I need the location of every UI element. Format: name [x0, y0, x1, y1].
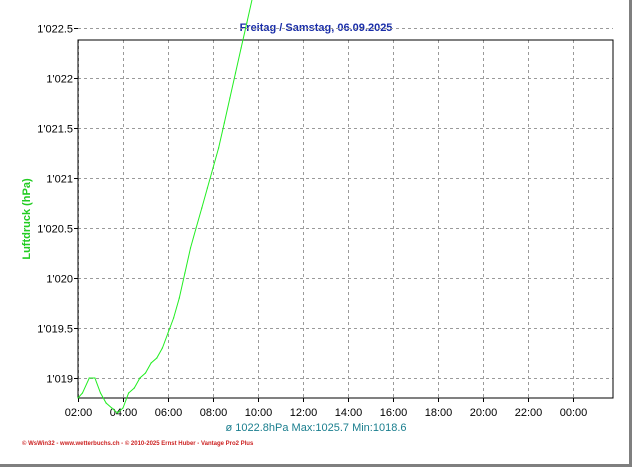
- data-point: [212, 167, 214, 169]
- data-point: [111, 407, 113, 409]
- y-tick-label: 1'022.5: [37, 24, 73, 36]
- data-point: [206, 187, 208, 189]
- data-point: [139, 377, 141, 379]
- x-tick-label: 12:00: [290, 407, 318, 419]
- data-point: [88, 377, 90, 379]
- data-point: [161, 347, 163, 349]
- data-point: [167, 332, 169, 334]
- data-point: [81, 392, 84, 394]
- x-tick-label: 20:00: [470, 407, 498, 419]
- x-tick-label: 02:00: [65, 407, 93, 419]
- plot-area-border: [77, 39, 614, 399]
- data-point: [122, 407, 124, 409]
- data-point: [77, 397, 79, 399]
- data-point: [229, 97, 231, 99]
- grid-lines: [78, 28, 613, 398]
- data-point: [150, 362, 152, 364]
- x-tick-label: 10:00: [245, 407, 273, 419]
- y-tick-label: 1'019.5: [37, 324, 73, 336]
- x-tick-label: 08:00: [200, 407, 228, 419]
- x-tick-label: 18:00: [425, 407, 453, 419]
- data-point: [189, 247, 192, 249]
- data-point: [201, 207, 203, 209]
- x-tick-label: 14:00: [335, 407, 363, 419]
- data-point: [195, 227, 197, 229]
- data-point: [184, 272, 186, 274]
- data-point: [116, 412, 118, 414]
- data-point: [246, 22, 248, 24]
- series-points: [77, 22, 248, 414]
- x-tick-label: 04:00: [110, 407, 138, 419]
- pressure-series-line: [77, 0, 253, 414]
- y-tick-label: 1'020: [46, 274, 73, 286]
- data-point: [99, 392, 102, 394]
- footer-credit: © WsWin32 - www.wetterbuchs.ch - © 2010-…: [22, 440, 254, 447]
- x-tick-label: 16:00: [380, 407, 408, 419]
- data-point: [94, 377, 96, 379]
- y-tick-label: 1'021: [46, 174, 73, 186]
- data-point: [156, 357, 158, 359]
- x-tick-label: 22:00: [515, 407, 543, 419]
- y-axis-ticks: 1'019 1'019.5 1'020 1'020.5 1'021 1'021.5 1'02…: [37, 24, 78, 386]
- data-point: [223, 122, 225, 124]
- data-point: [178, 297, 180, 299]
- data-point: [173, 317, 175, 319]
- data-point: [144, 372, 147, 374]
- y-axis-label: Luftdruck (hPa): [21, 178, 33, 260]
- data-point: [240, 47, 242, 49]
- data-point: [133, 387, 135, 389]
- x-tick-label: 00:00: [560, 407, 588, 419]
- x-axis-ticks: 02:00 04:00 06:00 08:00 10:00 12:00 14:00 16:00…: [65, 398, 588, 419]
- x-tick-label: 06:00: [155, 407, 183, 419]
- y-tick-label: 1'020.5: [37, 224, 73, 236]
- stats-summary: ø 1022.8hPa Max:1025.7 Min:1018.6: [225, 422, 406, 434]
- data-point: [105, 402, 107, 404]
- y-tick-label: 1'021.5: [37, 124, 73, 136]
- y-tick-label: 1'022: [46, 74, 73, 86]
- data-point: [234, 72, 237, 74]
- data-point: [128, 392, 130, 394]
- chart-title: Freitag / Samstag, 06.09.2025: [240, 22, 393, 34]
- y-tick-label: 1'019: [46, 374, 73, 386]
- data-point: [218, 147, 220, 149]
